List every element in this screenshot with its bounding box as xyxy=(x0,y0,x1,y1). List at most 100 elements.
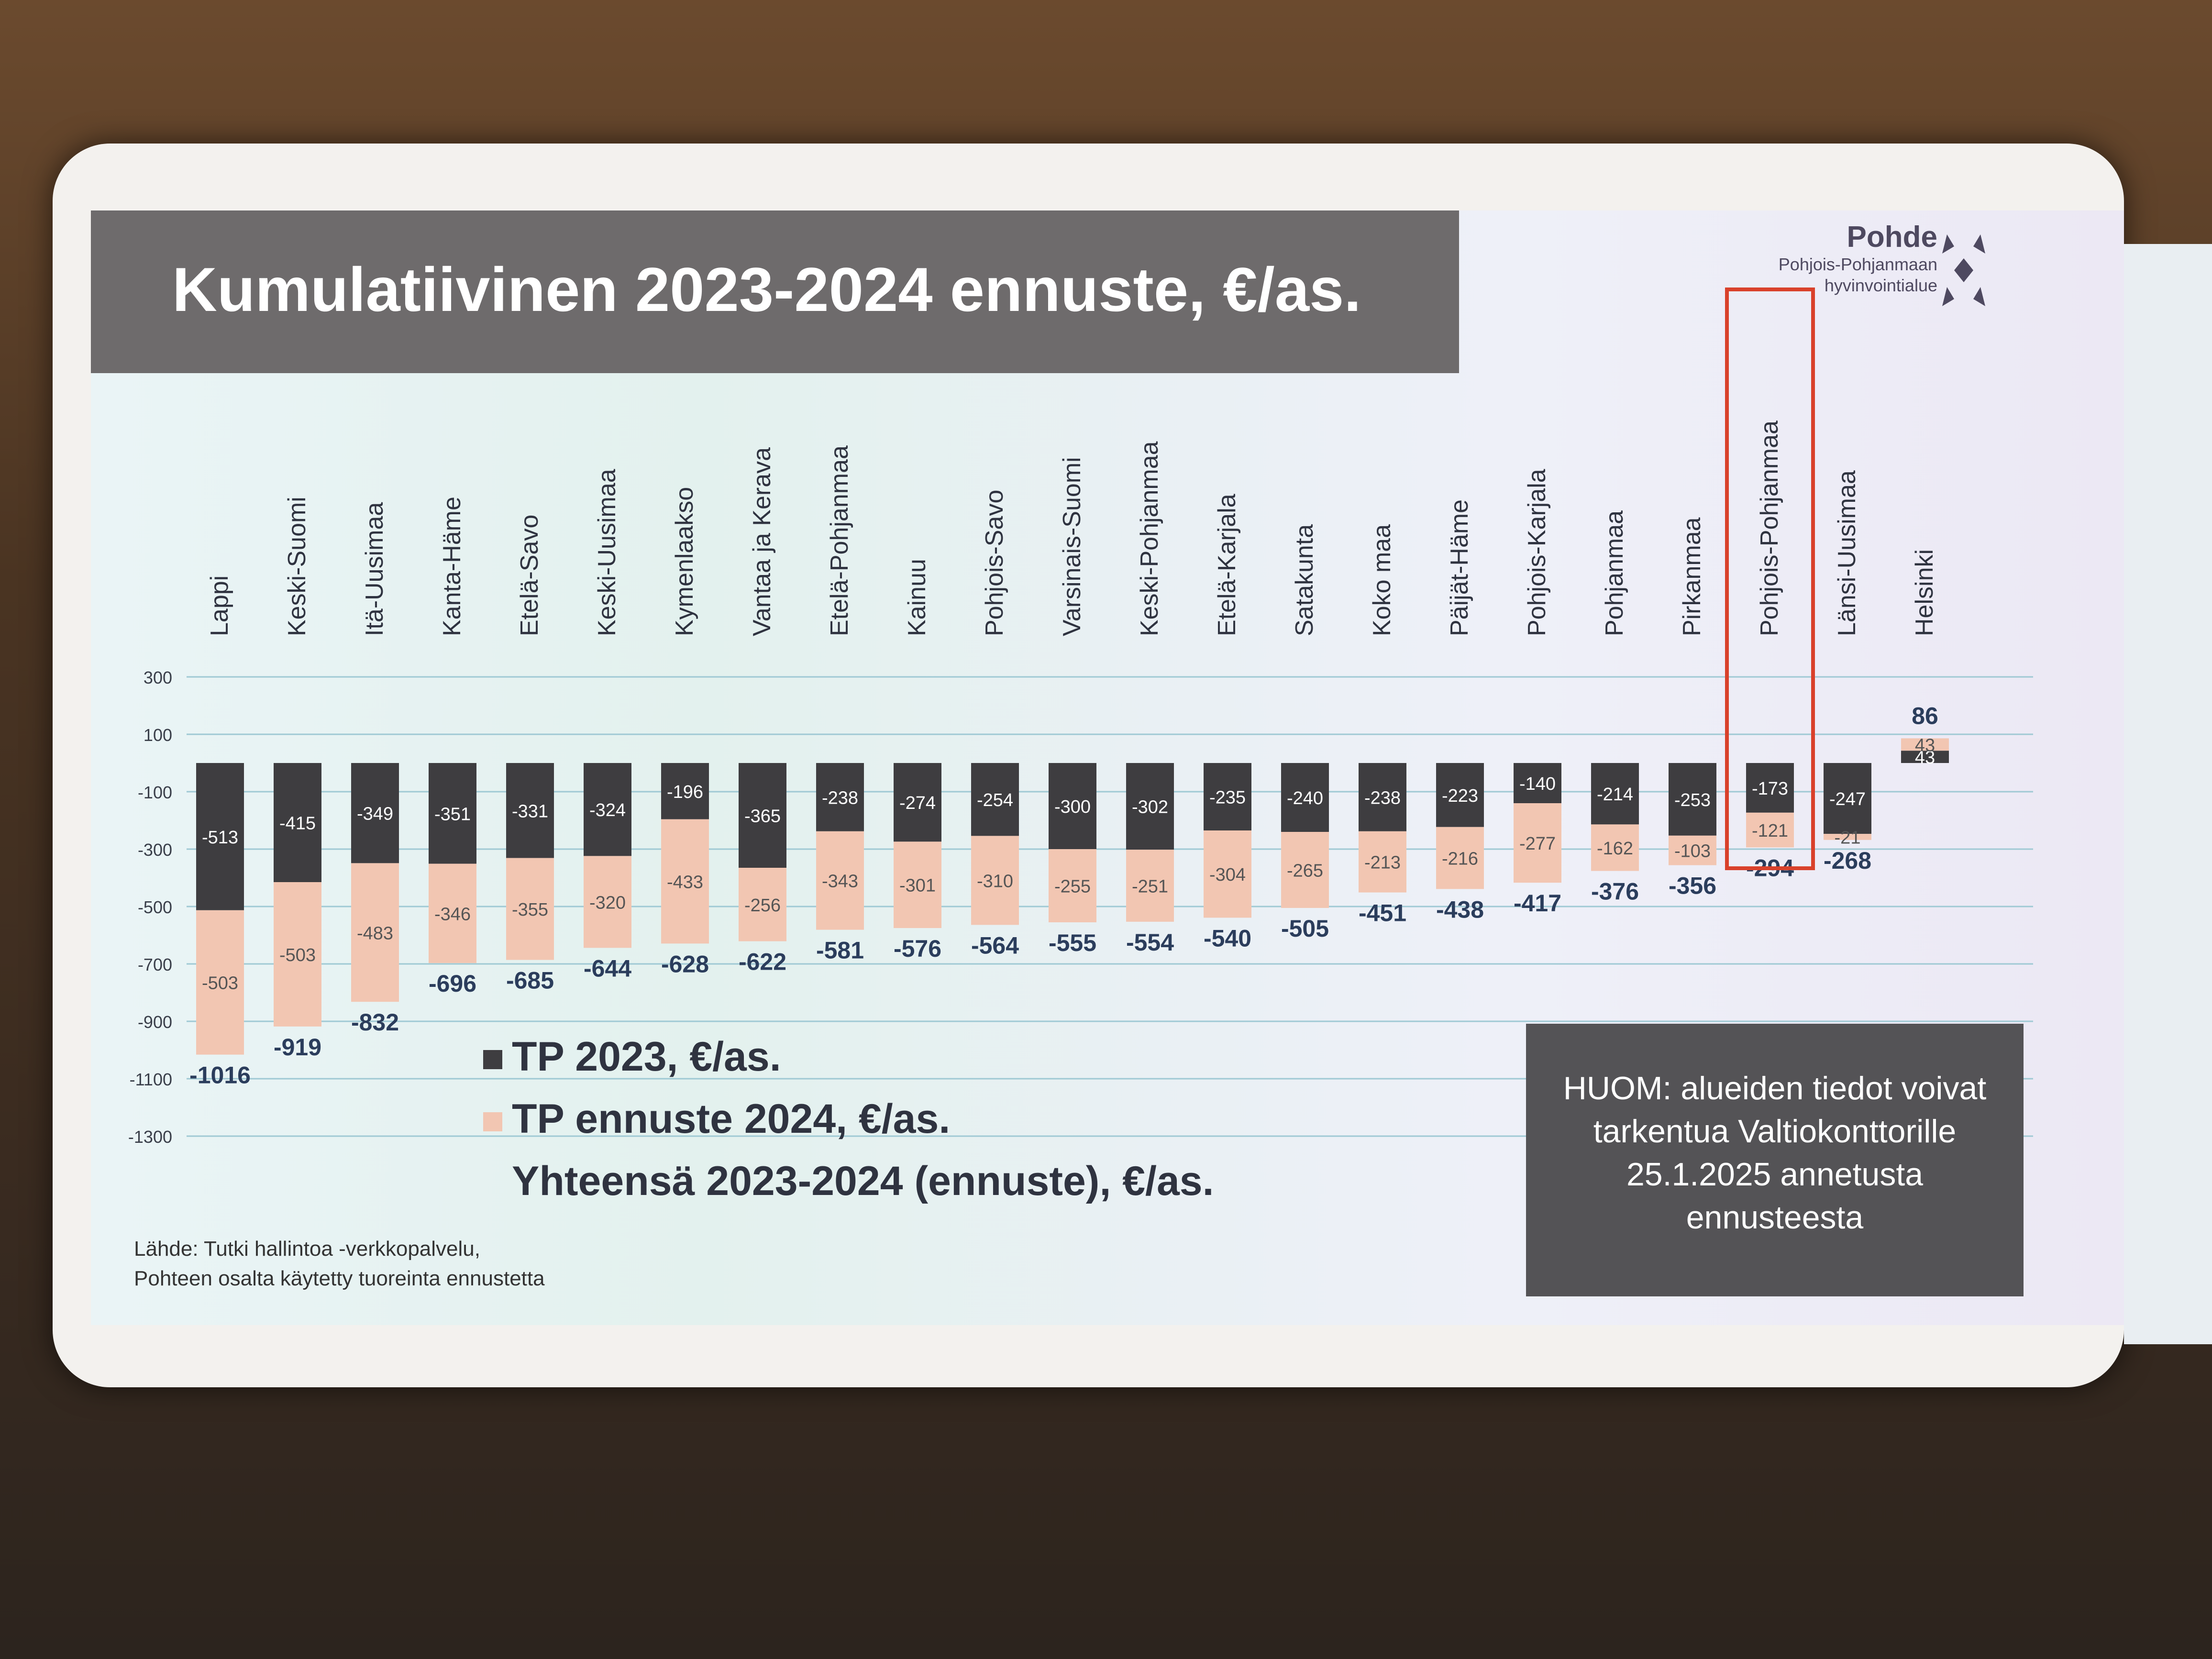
presentation-slide: Kumulatiivinen 2023-2024 ennuste, €/as. … xyxy=(91,210,2124,1325)
y-tick-label: 100 xyxy=(144,725,172,745)
category-label: Pohjois-Pohjanmaa xyxy=(1756,420,1783,636)
data-label-tp2024: -310 xyxy=(977,871,1013,891)
data-label-total: -564 xyxy=(971,932,1019,959)
data-label-tp2024: -503 xyxy=(279,945,316,965)
source-line-1: Lähde: Tutki hallintoa -verkkopalvelu, xyxy=(134,1237,480,1261)
data-label-tp2024: -255 xyxy=(1054,877,1091,897)
category-label: Etelä-Pohjanmaa xyxy=(826,445,853,636)
category-label: Päijät-Häme xyxy=(1446,499,1473,636)
bar-tp2023 xyxy=(1359,763,1406,831)
data-label-total: -268 xyxy=(1824,847,1871,874)
data-label-tp2023: -415 xyxy=(279,814,316,834)
data-label-tp2023: -254 xyxy=(977,790,1013,810)
data-label-tp2023: -274 xyxy=(899,793,936,813)
data-label-tp2024: -343 xyxy=(822,872,858,892)
data-label-tp2024: -121 xyxy=(1752,821,1788,841)
legend-label-total: Yhteensä 2023-2024 (ennuste), €/as. xyxy=(512,1158,1214,1204)
note-line-2: tarkentua Valtiokonttorille xyxy=(1593,1113,1957,1150)
category-label: Varsinais-Suomi xyxy=(1058,457,1086,636)
data-label-total: -376 xyxy=(1591,878,1639,905)
pohde-star-logo-icon xyxy=(1942,234,1985,306)
data-label-tp2023: -214 xyxy=(1597,785,1633,805)
data-label-total: -356 xyxy=(1669,873,1716,899)
bar-tp2024 xyxy=(816,831,864,930)
bar-tp2023 xyxy=(1436,763,1484,827)
category-label: Helsinki xyxy=(1911,549,1938,636)
data-label-total: -622 xyxy=(739,949,786,975)
bar-tp2023 xyxy=(429,763,476,864)
y-tick-label: 300 xyxy=(144,668,172,687)
bar-tp2023 xyxy=(584,763,631,856)
data-label-tp2023: -173 xyxy=(1752,779,1788,799)
category-label: Länsi-Uusimaa xyxy=(1833,470,1861,636)
data-label-tp2024: -355 xyxy=(512,900,548,920)
bar-tp2023 xyxy=(1591,763,1639,825)
category-label: Pohjois-Savo xyxy=(981,490,1008,636)
data-label-tp2023: -331 xyxy=(512,801,548,821)
data-label-total: 86 xyxy=(1912,702,1938,729)
bar-tp2024 xyxy=(1204,830,1251,918)
data-label-total: -685 xyxy=(506,967,554,994)
category-label: Pirkanmaa xyxy=(1678,517,1706,636)
bar-tp2023 xyxy=(274,763,321,882)
data-label-tp2024: -483 xyxy=(357,923,393,943)
category-label: Lappi xyxy=(206,575,233,636)
data-label-tp2023: -349 xyxy=(357,804,393,824)
data-label-tp2023: -302 xyxy=(1132,797,1168,818)
bar-tp2023 xyxy=(1049,763,1096,849)
category-label: Pohjois-Karjala xyxy=(1523,469,1551,636)
slide-title: Kumulatiivinen 2023-2024 ennuste, €/as. xyxy=(172,254,1361,324)
data-label-tp2024: -346 xyxy=(434,904,471,924)
data-label-tp2024: 43 xyxy=(1915,735,1935,755)
y-tick-label: -500 xyxy=(138,897,172,917)
data-label-total: -919 xyxy=(274,1034,321,1061)
category-label: Itä-Uusimaa xyxy=(361,502,388,636)
bar-tp2024 xyxy=(1669,835,1716,865)
data-label-total: -581 xyxy=(816,937,864,964)
category-label: Kymenlaakso xyxy=(671,487,698,636)
data-label-tp2024: -304 xyxy=(1209,865,1246,885)
category-label: Etelä-Savo xyxy=(516,515,543,636)
data-label-tp2023: -223 xyxy=(1442,786,1478,806)
data-label-tp2024: -21 xyxy=(1835,828,1861,848)
data-label-tp2023: -365 xyxy=(744,807,781,827)
title-band: Kumulatiivinen 2023-2024 ennuste, €/as. xyxy=(91,210,1459,373)
legend-item-tp2024: TP ennuste 2024, €/as. xyxy=(483,1095,950,1143)
data-label-total: -438 xyxy=(1436,896,1484,923)
data-label-tp2023: -247 xyxy=(1829,789,1866,809)
bar-tp2023 xyxy=(816,763,864,831)
category-label: Pohjanmaa xyxy=(1601,510,1628,636)
category-label: Keski-Uusimaa xyxy=(593,469,621,636)
data-label-total: -451 xyxy=(1359,900,1406,927)
bar-tp2024 xyxy=(1436,827,1484,889)
data-label-tp2023: -253 xyxy=(1674,790,1711,810)
bar-tp2024 xyxy=(351,863,399,1002)
category-label: Keski-Suomi xyxy=(283,497,311,636)
adjacent-screen-edge xyxy=(2124,244,2212,1344)
data-label-tp2023: -300 xyxy=(1054,797,1091,817)
bar-tp2024 xyxy=(971,836,1019,925)
highlight-frame xyxy=(1725,288,1815,870)
data-label-tp2024: -265 xyxy=(1287,861,1323,881)
bar-tp2023 xyxy=(196,763,244,910)
data-label-tp2024: -251 xyxy=(1132,877,1168,897)
category-label: Keski-Pohjanmaa xyxy=(1136,441,1163,636)
bar-tp2023 xyxy=(739,763,786,868)
bar-tp2023 xyxy=(661,763,709,819)
bar-tp2024 xyxy=(429,863,476,963)
y-tick-label: -1100 xyxy=(130,1070,172,1089)
data-label-tp2024: -162 xyxy=(1597,839,1633,859)
data-label-total: -540 xyxy=(1204,925,1251,951)
data-label-tp2024: -320 xyxy=(589,893,626,913)
bar-tp2023 xyxy=(1281,763,1329,832)
data-label-tp2023: -351 xyxy=(434,804,471,824)
bar-tp2024 xyxy=(1126,850,1174,922)
data-label-tp2023: -238 xyxy=(1364,788,1401,808)
note-box: HUOM: alueiden tiedot voivat tarkentua V… xyxy=(1526,1024,2024,1296)
bar-tp2023 xyxy=(506,763,554,858)
bar-tp2024 xyxy=(1591,824,1639,871)
bar-tp2024 xyxy=(1281,832,1329,908)
bar-tp2024 xyxy=(1049,849,1096,922)
logo-subtitle-line2: hyvinvointialue xyxy=(1824,276,1937,295)
data-label-total: -554 xyxy=(1126,929,1174,956)
